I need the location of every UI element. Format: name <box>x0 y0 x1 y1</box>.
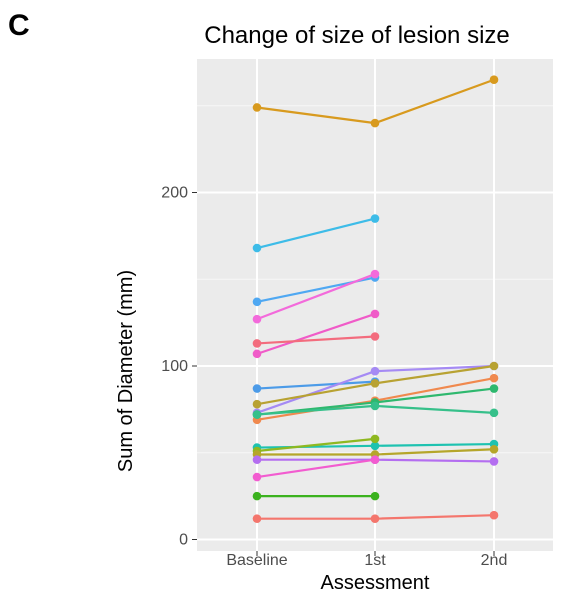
series <box>252 510 499 523</box>
data-point <box>370 332 380 341</box>
series <box>252 269 380 324</box>
series-line <box>256 217 376 250</box>
series-line <box>256 458 376 479</box>
data-point <box>252 297 262 307</box>
data-point <box>489 75 499 85</box>
data-point <box>252 314 262 324</box>
data-point <box>489 384 499 393</box>
data-point <box>489 373 499 383</box>
data-point <box>252 410 262 419</box>
data-point <box>370 401 380 411</box>
y-axis-title: Sum of Diameter (mm) <box>115 270 137 472</box>
data-point <box>370 441 380 451</box>
y-tick-label: 0 <box>179 532 188 549</box>
data-point <box>252 243 262 253</box>
series <box>252 309 380 359</box>
data-point <box>252 455 262 464</box>
data-point <box>370 491 380 501</box>
series <box>252 332 380 348</box>
series-line <box>256 335 376 345</box>
data-point <box>252 339 262 348</box>
data-point <box>489 408 499 418</box>
data-point <box>489 444 499 454</box>
data-point <box>252 103 262 112</box>
series <box>252 455 380 482</box>
series-group <box>252 75 499 523</box>
x-tick-label: 1st <box>364 552 386 569</box>
data-point <box>370 366 380 376</box>
x-tick-label: Baseline <box>226 552 287 569</box>
y-tick-label: 200 <box>161 185 188 202</box>
series <box>252 361 499 409</box>
axes: 0 100 200 Baseline 1st 2nd <box>161 185 507 570</box>
series <box>252 401 499 419</box>
data-point <box>370 514 380 523</box>
data-point <box>370 269 380 279</box>
data-point <box>252 491 262 501</box>
data-point <box>489 510 499 520</box>
series <box>252 214 380 253</box>
data-point <box>370 379 380 388</box>
data-point <box>370 455 380 464</box>
series <box>252 75 499 128</box>
series-line <box>256 312 376 355</box>
chart-title: Change of size of lesion size <box>204 22 510 49</box>
series <box>252 491 380 501</box>
data-point <box>370 309 380 319</box>
x-axis-title: Assessment <box>321 572 430 594</box>
series-line <box>256 273 376 321</box>
data-point <box>489 361 499 371</box>
y-tick-label: 100 <box>161 358 188 375</box>
data-point <box>252 349 262 359</box>
data-point <box>370 434 380 444</box>
data-point <box>370 214 380 223</box>
panel-label: C <box>8 9 30 42</box>
data-point <box>252 514 262 523</box>
series-line <box>256 437 376 453</box>
data-point <box>252 399 262 409</box>
data-point <box>252 384 262 393</box>
x-tick-label: 2nd <box>481 552 508 569</box>
data-point <box>489 457 499 466</box>
series-line <box>256 380 376 390</box>
data-point <box>252 472 262 482</box>
data-point <box>370 118 380 128</box>
